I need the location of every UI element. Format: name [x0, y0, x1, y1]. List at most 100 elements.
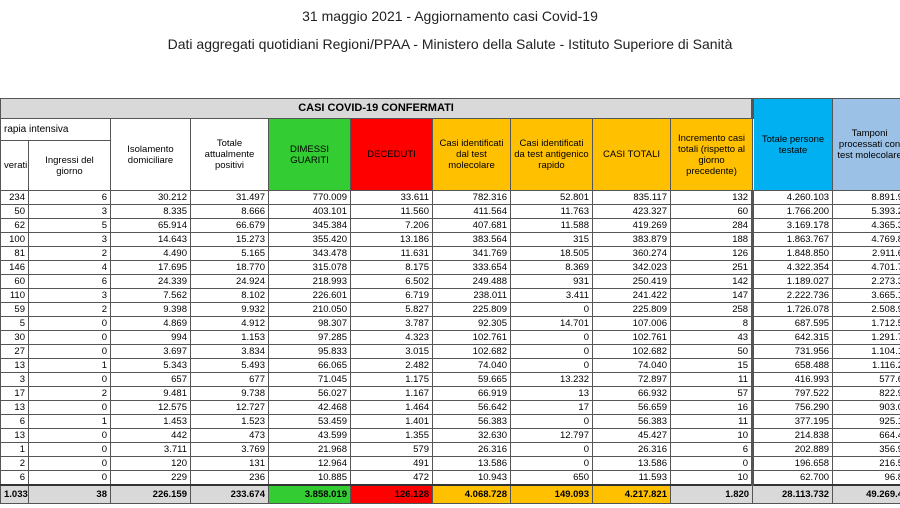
cell: 356.9	[832, 442, 900, 457]
cell: 26.316	[592, 442, 671, 457]
total-cell: 49.269.4	[832, 484, 900, 504]
cell: 110	[0, 288, 29, 303]
cell: 4.490	[110, 246, 191, 261]
data-row: 6 1 1.453 1.523 53.459 1.401 56.383 0 56.383 11 37…	[0, 414, 900, 429]
cell: 30	[0, 330, 29, 345]
cell: 56.383	[592, 414, 671, 429]
cell: 4.769.8	[832, 232, 900, 247]
cell: 8.666	[190, 204, 269, 219]
cell: 1.104.1	[832, 344, 900, 359]
cell: 3	[28, 288, 111, 303]
data-row: 146 4 17.695 18.770 315.078 8.175 333.654 8.369…	[0, 260, 900, 275]
data-row: 6 0 229 236 10.885 472 10.943 650 11.593 10 62.700…	[0, 470, 900, 486]
cell: 13.586	[432, 456, 511, 471]
cell: 8.369	[510, 260, 593, 275]
cell: 56.642	[432, 400, 511, 415]
cell: 8.335	[110, 204, 191, 219]
cell: 0	[669, 456, 755, 471]
data-row: 110 3 7.562 8.102 226.601 6.719 238.011 3.411 24…	[0, 288, 900, 303]
cell: 98.307	[268, 316, 351, 331]
cell: 15.273	[190, 232, 269, 247]
cell: 2	[0, 456, 29, 471]
cell: 9.398	[110, 302, 191, 317]
cell: 315.078	[268, 260, 351, 275]
group-header: CASI COVID-19 CONFERMATI	[0, 98, 755, 119]
cell: 8.175	[350, 260, 433, 275]
cell: 677	[190, 372, 269, 387]
cell: 345.384	[268, 218, 351, 233]
cell: 12.797	[510, 428, 593, 443]
cell: 343.478	[268, 246, 351, 261]
cell: 226.601	[268, 288, 351, 303]
cell: 0	[28, 442, 111, 457]
cell: 3	[28, 204, 111, 219]
cell: 74.040	[592, 358, 671, 373]
cell: 57	[669, 386, 755, 401]
cell: 1.355	[350, 428, 433, 443]
total-cell: 233.674	[190, 484, 269, 504]
cell: 472	[350, 470, 433, 486]
cell: 4.869	[110, 316, 191, 331]
cell: 210.050	[268, 302, 351, 317]
cell: 66.065	[268, 358, 351, 373]
cell: 5.393.2	[832, 204, 900, 219]
cell: 3	[0, 372, 29, 387]
cell: 71.045	[268, 372, 351, 387]
cell: 14.701	[510, 316, 593, 331]
data-row: 13 0 12.575 12.727 42.468 1.464 56.642 17 56.659…	[0, 400, 900, 415]
cell: 196.658	[752, 456, 834, 471]
cell: 341.769	[432, 246, 511, 261]
cell: 2	[28, 302, 111, 317]
cell: 1.116.2	[832, 358, 900, 373]
cell: 6.502	[350, 274, 433, 289]
data-row: 50 3 8.335 8.666 403.101 11.560 411.564 11.763 4…	[0, 204, 900, 219]
cell: 229	[110, 470, 191, 486]
cell: 0	[28, 344, 111, 359]
cell: 12.575	[110, 400, 191, 415]
cell: 7.562	[110, 288, 191, 303]
cell: 491	[350, 456, 433, 471]
cell: 60	[0, 274, 29, 289]
data-row: 13 1 5.343 5.493 66.065 2.482 74.040 0 74.040 15 6…	[0, 358, 900, 373]
column-header: CASI TOTALI	[592, 118, 671, 191]
cell: 60	[669, 204, 755, 219]
data-row: 3 0 657 677 71.045 1.175 59.665 13.232 72.897 11 4…	[0, 372, 900, 387]
column-header: verati	[0, 140, 29, 191]
cell: 2.911.6	[832, 246, 900, 261]
cell: 1.464	[350, 400, 433, 415]
cell: 95.833	[268, 344, 351, 359]
cell: 0	[510, 414, 593, 429]
cell: 5	[0, 316, 29, 331]
cell: 0	[28, 316, 111, 331]
cell: 1	[28, 414, 111, 429]
cell: 3.169.178	[752, 218, 834, 233]
cell: 3.015	[350, 344, 433, 359]
data-row: 60 6 24.339 24.924 218.993 6.502 249.488 931 250…	[0, 274, 900, 289]
total-cell: 4.068.728	[432, 484, 511, 504]
cell: 383.564	[432, 232, 511, 247]
cell: 14.643	[110, 232, 191, 247]
cell: 342.023	[592, 260, 671, 275]
cell: 131	[190, 456, 269, 471]
total-cell: 28.113.732	[752, 484, 834, 504]
cell: 4.912	[190, 316, 269, 331]
cell: 56.027	[268, 386, 351, 401]
column-header: Casi identificati da test antigenico rap…	[510, 118, 593, 191]
cell: 650	[510, 470, 593, 486]
cell: 249.488	[432, 274, 511, 289]
cell: 11	[669, 414, 755, 429]
cell: 225.809	[592, 302, 671, 317]
header-row: verati Ingressi del giorno	[0, 140, 900, 191]
cell: 17.695	[110, 260, 191, 275]
cell: 13	[0, 400, 29, 415]
cell: 0	[510, 330, 593, 345]
cell: 241.422	[592, 288, 671, 303]
page-subtitle: Dati aggregati quotidiani Regioni/PPAA -…	[167, 36, 733, 52]
data-row: 81 2 4.490 5.165 343.478 11.631 341.769 18.505 3…	[0, 246, 900, 261]
cell: 770.009	[268, 190, 351, 205]
cell: 5.165	[190, 246, 269, 261]
cell: 1.712.5	[832, 316, 900, 331]
data-row: 5 0 4.869 4.912 98.307 3.787 92.305 14.701 107.0…	[0, 316, 900, 331]
cell: 5	[28, 218, 111, 233]
cell: 284	[669, 218, 755, 233]
